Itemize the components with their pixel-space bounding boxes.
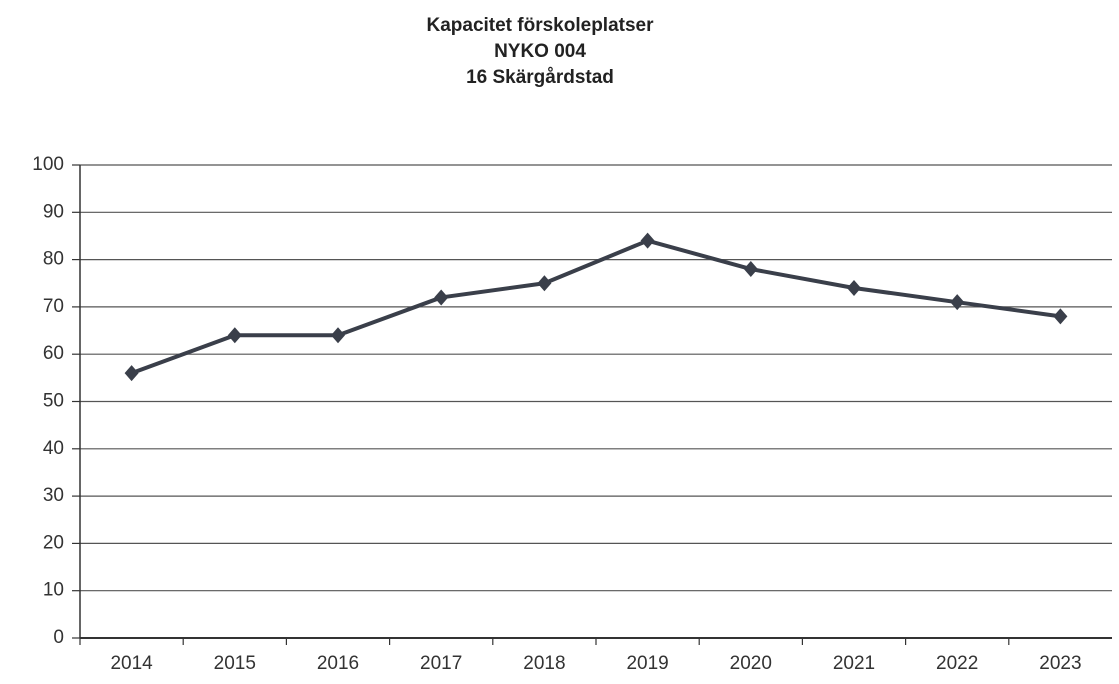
data-point — [434, 289, 449, 306]
y-tick-label: 20 — [43, 532, 64, 553]
y-tick-label: 80 — [43, 249, 64, 270]
x-tick-label: 2019 — [626, 653, 668, 674]
y-tick-label: 10 — [43, 580, 64, 601]
data-point — [1053, 308, 1068, 325]
x-tick-label: 2020 — [730, 653, 772, 674]
chart-subtitle: NYKO 004 — [494, 41, 586, 62]
data-point — [847, 279, 861, 296]
y-tick-label: 60 — [43, 343, 64, 364]
x-tick-label: 2015 — [214, 653, 256, 674]
chart-title: Kapacitet förskoleplatser — [426, 15, 654, 36]
chart-subtitle: 16 Skärgårdstad — [466, 67, 614, 88]
data-point — [640, 232, 655, 249]
x-tick-label: 2021 — [833, 653, 875, 674]
data-point — [743, 261, 758, 278]
y-tick-label: 100 — [32, 154, 64, 175]
y-tick-label: 70 — [43, 296, 64, 317]
y-tick-label: 30 — [43, 485, 64, 506]
data-line — [130, 238, 1061, 375]
x-tick-label: 2016 — [317, 653, 359, 674]
x-tick-label: 2014 — [110, 653, 153, 674]
x-tick-label: 2022 — [936, 653, 978, 674]
x-tick-label: 2023 — [1039, 653, 1081, 674]
x-tick-label: 2018 — [523, 653, 565, 674]
data-point — [950, 294, 965, 311]
y-tick-label: 90 — [43, 201, 64, 222]
data-point — [124, 365, 139, 382]
data-point — [537, 275, 552, 292]
y-tick-label: 0 — [53, 627, 64, 648]
y-tick-label: 40 — [43, 438, 64, 459]
data-point — [227, 327, 242, 344]
x-tick-label: 2017 — [420, 653, 462, 674]
y-tick-label: 50 — [43, 391, 64, 412]
data-point — [331, 327, 345, 344]
